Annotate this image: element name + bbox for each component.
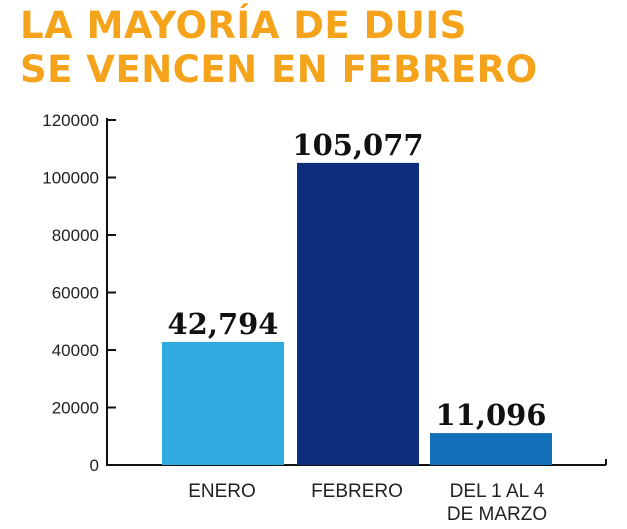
y-tick-label-0: 0 [90,456,99,475]
y-tick-label-4: 80000 [52,226,99,245]
y-tick-label-2: 40000 [52,341,99,360]
category-label-2-1: DE MARZO [447,504,547,525]
bar-2 [430,433,552,465]
y-tick-label-1: 20000 [52,399,99,418]
chart-title-line-1: LA MAYORÍA DE DUIS [20,4,467,47]
bar-0 [162,341,284,465]
data-label-0: 42,794 [168,307,279,341]
chart-title-line-2: SE VENCEN EN FEBRERO [20,48,538,91]
chart-title: LA MAYORÍA DE DUIS SE VENCEN EN FEBRERO [20,4,538,92]
y-tick-label-5: 100000 [42,169,99,188]
category-label-2-0: DEL 1 AL 4 [450,481,545,502]
y-tick-label-3: 60000 [52,284,99,303]
data-label-2: 11,096 [436,398,547,432]
data-label-1: 105,077 [292,128,423,162]
category-label-1-0: FEBRERO [311,481,403,502]
y-tick-label-6: 120000 [42,111,99,130]
bar-1 [297,162,419,465]
category-label-0-0: ENERO [188,481,256,502]
